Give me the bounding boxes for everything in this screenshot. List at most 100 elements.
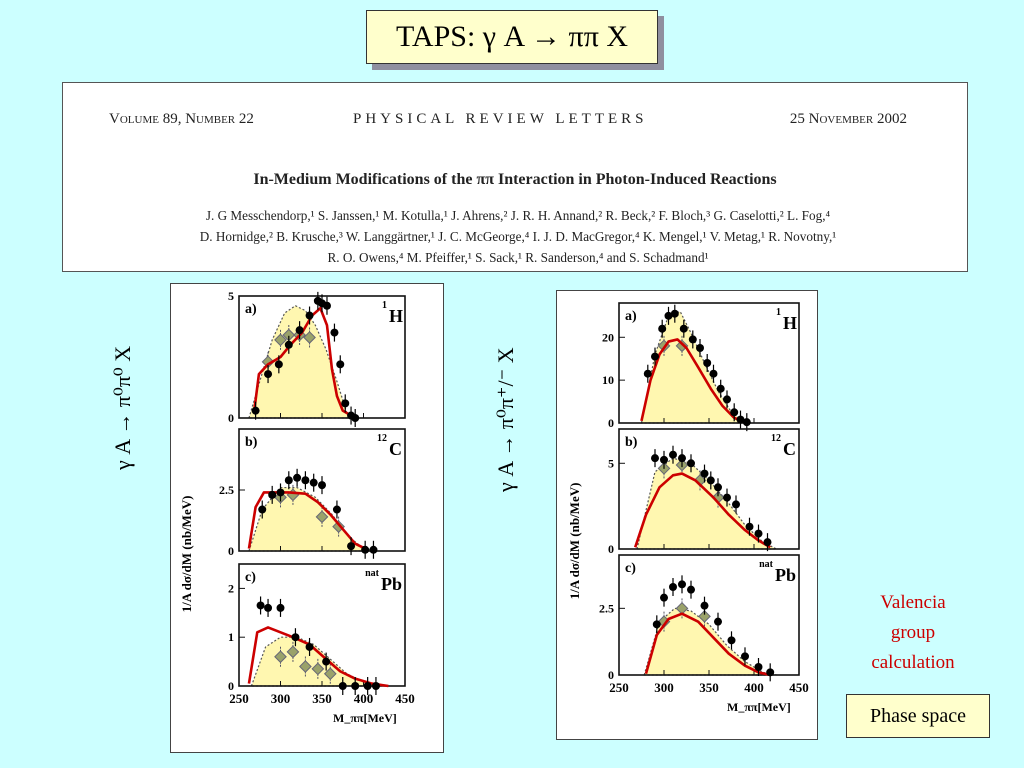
nucleus-mass-number: 1: [382, 300, 387, 311]
data-point: [309, 478, 318, 487]
open-data-point: [311, 662, 325, 676]
data-point: [251, 406, 260, 415]
subplot-letter: a): [245, 302, 257, 317]
data-point: [330, 328, 339, 337]
y-tick-label: 10: [602, 373, 614, 387]
subplot-letter: b): [625, 435, 638, 450]
open-data-point: [274, 333, 287, 347]
x-tick-label: 350: [312, 691, 332, 706]
x-axis-label: M_ππ[MeV]: [727, 700, 791, 714]
valencia-curve: [247, 491, 369, 551]
data-point: [338, 682, 347, 690]
open-data-point: [698, 609, 711, 623]
author-line: R. O. Owens,⁴ M. Pfeiffer,¹ S. Sack,¹ R.…: [327, 250, 709, 265]
valencia-curve: [640, 338, 746, 424]
data-point: [736, 415, 745, 424]
data-point: [687, 459, 695, 468]
y-axis-label: 1/A dσ/dM (nb/MeV): [567, 483, 582, 600]
author-line: J. G Messchendorp,¹ S. Janssen,¹ M. Kotu…: [205, 208, 831, 223]
phase-space-area: [643, 607, 777, 676]
open-data-point: [323, 667, 337, 681]
data-point: [745, 522, 754, 531]
x-tick-label: 300: [271, 691, 291, 706]
nucleus-symbol: C: [389, 439, 402, 459]
open-data-point: [274, 650, 287, 664]
data-point: [651, 454, 659, 463]
paper-title: In-Medium Modifications of the ππ Intera…: [253, 171, 777, 188]
x-tick-label: 250: [609, 680, 629, 695]
data-point: [291, 633, 300, 642]
data-point: [727, 636, 736, 645]
open-data-point: [286, 645, 300, 659]
data-point: [363, 682, 372, 690]
data-point: [687, 585, 695, 594]
data-point: [730, 408, 739, 417]
data-point: [347, 542, 356, 551]
data-point: [678, 454, 686, 463]
data-point: [660, 455, 668, 464]
open-data-point: [675, 339, 689, 353]
data-point: [284, 340, 293, 349]
left-figure: 0 5 a) 1 H 0 2.5 b) 12 C 0 1 2 c) nat Pb 250 300 350 400 450…: [170, 283, 444, 753]
data-point: [703, 359, 712, 367]
data-point: [268, 490, 277, 499]
data-point: [714, 483, 722, 492]
data-point: [754, 663, 763, 671]
slide-title: TAPS: γ A → ππ X: [366, 10, 658, 64]
subplot-a: 0 5 a) 1H: [228, 289, 406, 427]
y-tick-label: 5: [608, 456, 614, 470]
open-data-point: [315, 510, 329, 524]
open-data-point: [261, 355, 275, 369]
subplot-letter: c): [625, 561, 636, 576]
data-point: [660, 593, 668, 602]
nucleus-symbol: H: [783, 313, 797, 333]
data-point: [305, 311, 314, 320]
data-point: [709, 369, 718, 378]
nucleus-mass-number: nat: [365, 568, 380, 579]
data-point: [276, 603, 285, 612]
valencia-curve: [644, 612, 771, 677]
y-tick-label: 0: [228, 679, 234, 693]
subplot-a: 0 10 20 a) 1H: [602, 302, 800, 432]
valencia-line: calculation: [871, 652, 955, 673]
x-tick-label: 400: [354, 691, 374, 706]
y-tick-label: 20: [602, 330, 614, 344]
data-point: [696, 344, 704, 352]
data-point: [643, 369, 652, 378]
valencia-line: group: [890, 622, 936, 643]
data-point: [264, 603, 273, 612]
author-line: D. Hornidge,² B. Krusche,³ W. Langgärtne…: [199, 229, 837, 244]
data-point: [742, 418, 751, 427]
y-tick-label: 0: [608, 542, 614, 556]
data-point: [716, 384, 725, 393]
data-point: [284, 476, 293, 485]
journal-name: PHYSICAL REVIEW LETTERS: [353, 111, 648, 127]
phase-space-area: [640, 310, 747, 424]
data-point: [276, 488, 285, 497]
data-point: [322, 301, 331, 310]
x-tick-label: 350: [699, 680, 719, 695]
y-tick-label: 0: [608, 668, 614, 682]
data-point: [651, 352, 659, 361]
data-point: [723, 493, 731, 502]
data-point: [658, 324, 667, 333]
data-point: [714, 617, 722, 626]
x-tick-label: 400: [744, 680, 764, 695]
x-tick-label: 450: [395, 691, 415, 706]
nucleus-mass-number: 12: [377, 433, 387, 444]
x-tick-label: 250: [229, 691, 249, 706]
data-point: [669, 583, 677, 591]
phase-space-area: [250, 636, 381, 687]
right-reaction-label: γ A → π⁰π⁺/⁻ X: [493, 347, 518, 492]
data-point: [732, 500, 740, 509]
data-point: [274, 360, 283, 369]
open-data-point: [299, 660, 312, 673]
nucleus-mass-number: 1: [776, 307, 781, 318]
x-tick-label: 300: [654, 680, 674, 695]
data-point: [361, 545, 370, 554]
data-point: [318, 481, 326, 490]
nucleus-mass-number: nat: [759, 559, 774, 570]
